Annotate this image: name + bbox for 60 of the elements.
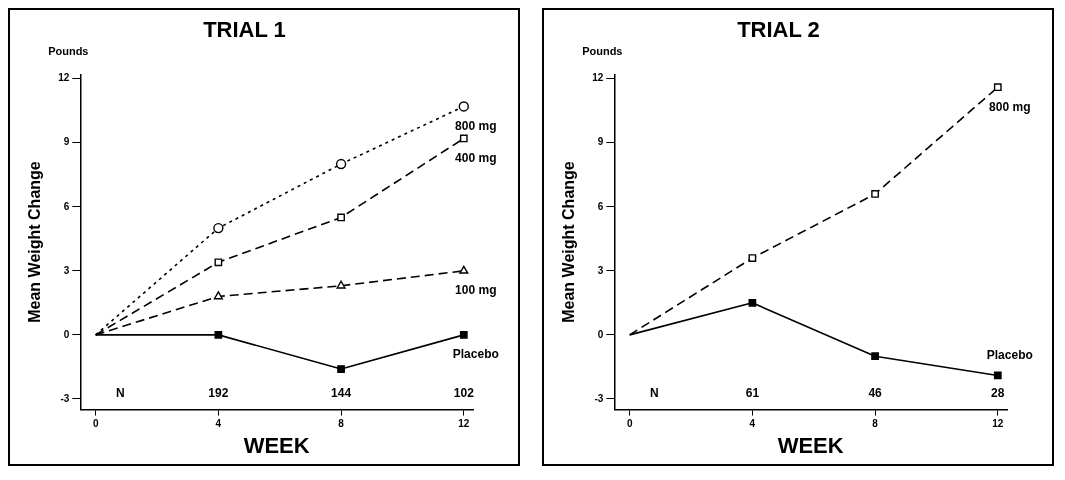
annotation: 46 [868,385,883,400]
series-label: 800 mg [455,118,497,133]
x-tick-label: 4 [749,418,756,430]
x-tick-label: 0 [626,418,633,430]
point [871,352,879,361]
y-tick-label: 0 [597,328,604,340]
point [871,190,879,198]
y-tick-label: 6 [597,200,604,212]
point [459,265,469,274]
x-axis-title: WEEK [243,432,310,458]
y-tick-label: 9 [597,136,604,148]
series-label: Placebo [452,347,499,362]
annotation: 192 [208,385,229,400]
point [748,254,757,262]
y-tick-label: 12 [592,72,604,84]
y-tick-label: 9 [63,136,70,148]
y-axis-title: Mean Weight Change [560,161,578,323]
point [459,134,468,143]
x-axis-title: WEEK [777,432,844,458]
annotation: 28 [991,385,1005,400]
point [337,365,345,373]
text: Pounds [48,45,89,58]
point [337,213,345,222]
annotation: N [649,385,659,400]
x-tick-label: 8 [338,418,345,430]
y-tick-label: -3 [60,392,70,404]
x-tick-label: 0 [92,418,99,430]
point [214,258,223,267]
y-tick-label: 3 [63,264,70,276]
x-tick-label: 8 [872,418,879,430]
annotation: N [115,385,125,400]
x-tick-label: 4 [215,418,222,430]
y-tick-label: 3 [597,264,604,276]
y-tick-label: 0 [63,328,70,340]
text: Pounds [582,45,623,58]
y-tick-label: 12 [58,72,70,84]
chart-title: TRIAL 1 [203,17,286,43]
point [993,83,1002,92]
point [993,371,1002,380]
annotation: 102 [453,385,475,400]
point [336,280,346,289]
y-tick-label: 6 [63,200,70,212]
y-tick-label: -3 [594,392,604,404]
x-tick-label: 12 [458,418,470,430]
annotation: 61 [745,385,760,400]
point [214,330,223,339]
point [213,222,224,234]
annotation: 144 [331,385,352,400]
chart-title: TRIAL 2 [737,17,820,43]
point [213,291,223,300]
point [458,101,469,112]
point [748,298,757,307]
point [335,158,347,170]
point [459,330,468,339]
series-label: 100 mg [455,283,497,298]
series-label: 400 mg [455,150,497,165]
y-axis-title: Mean Weight Change [26,161,44,323]
series-label: Placebo [986,347,1033,362]
series-label: 800 mg [989,99,1031,114]
x-tick-label: 12 [992,418,1004,430]
